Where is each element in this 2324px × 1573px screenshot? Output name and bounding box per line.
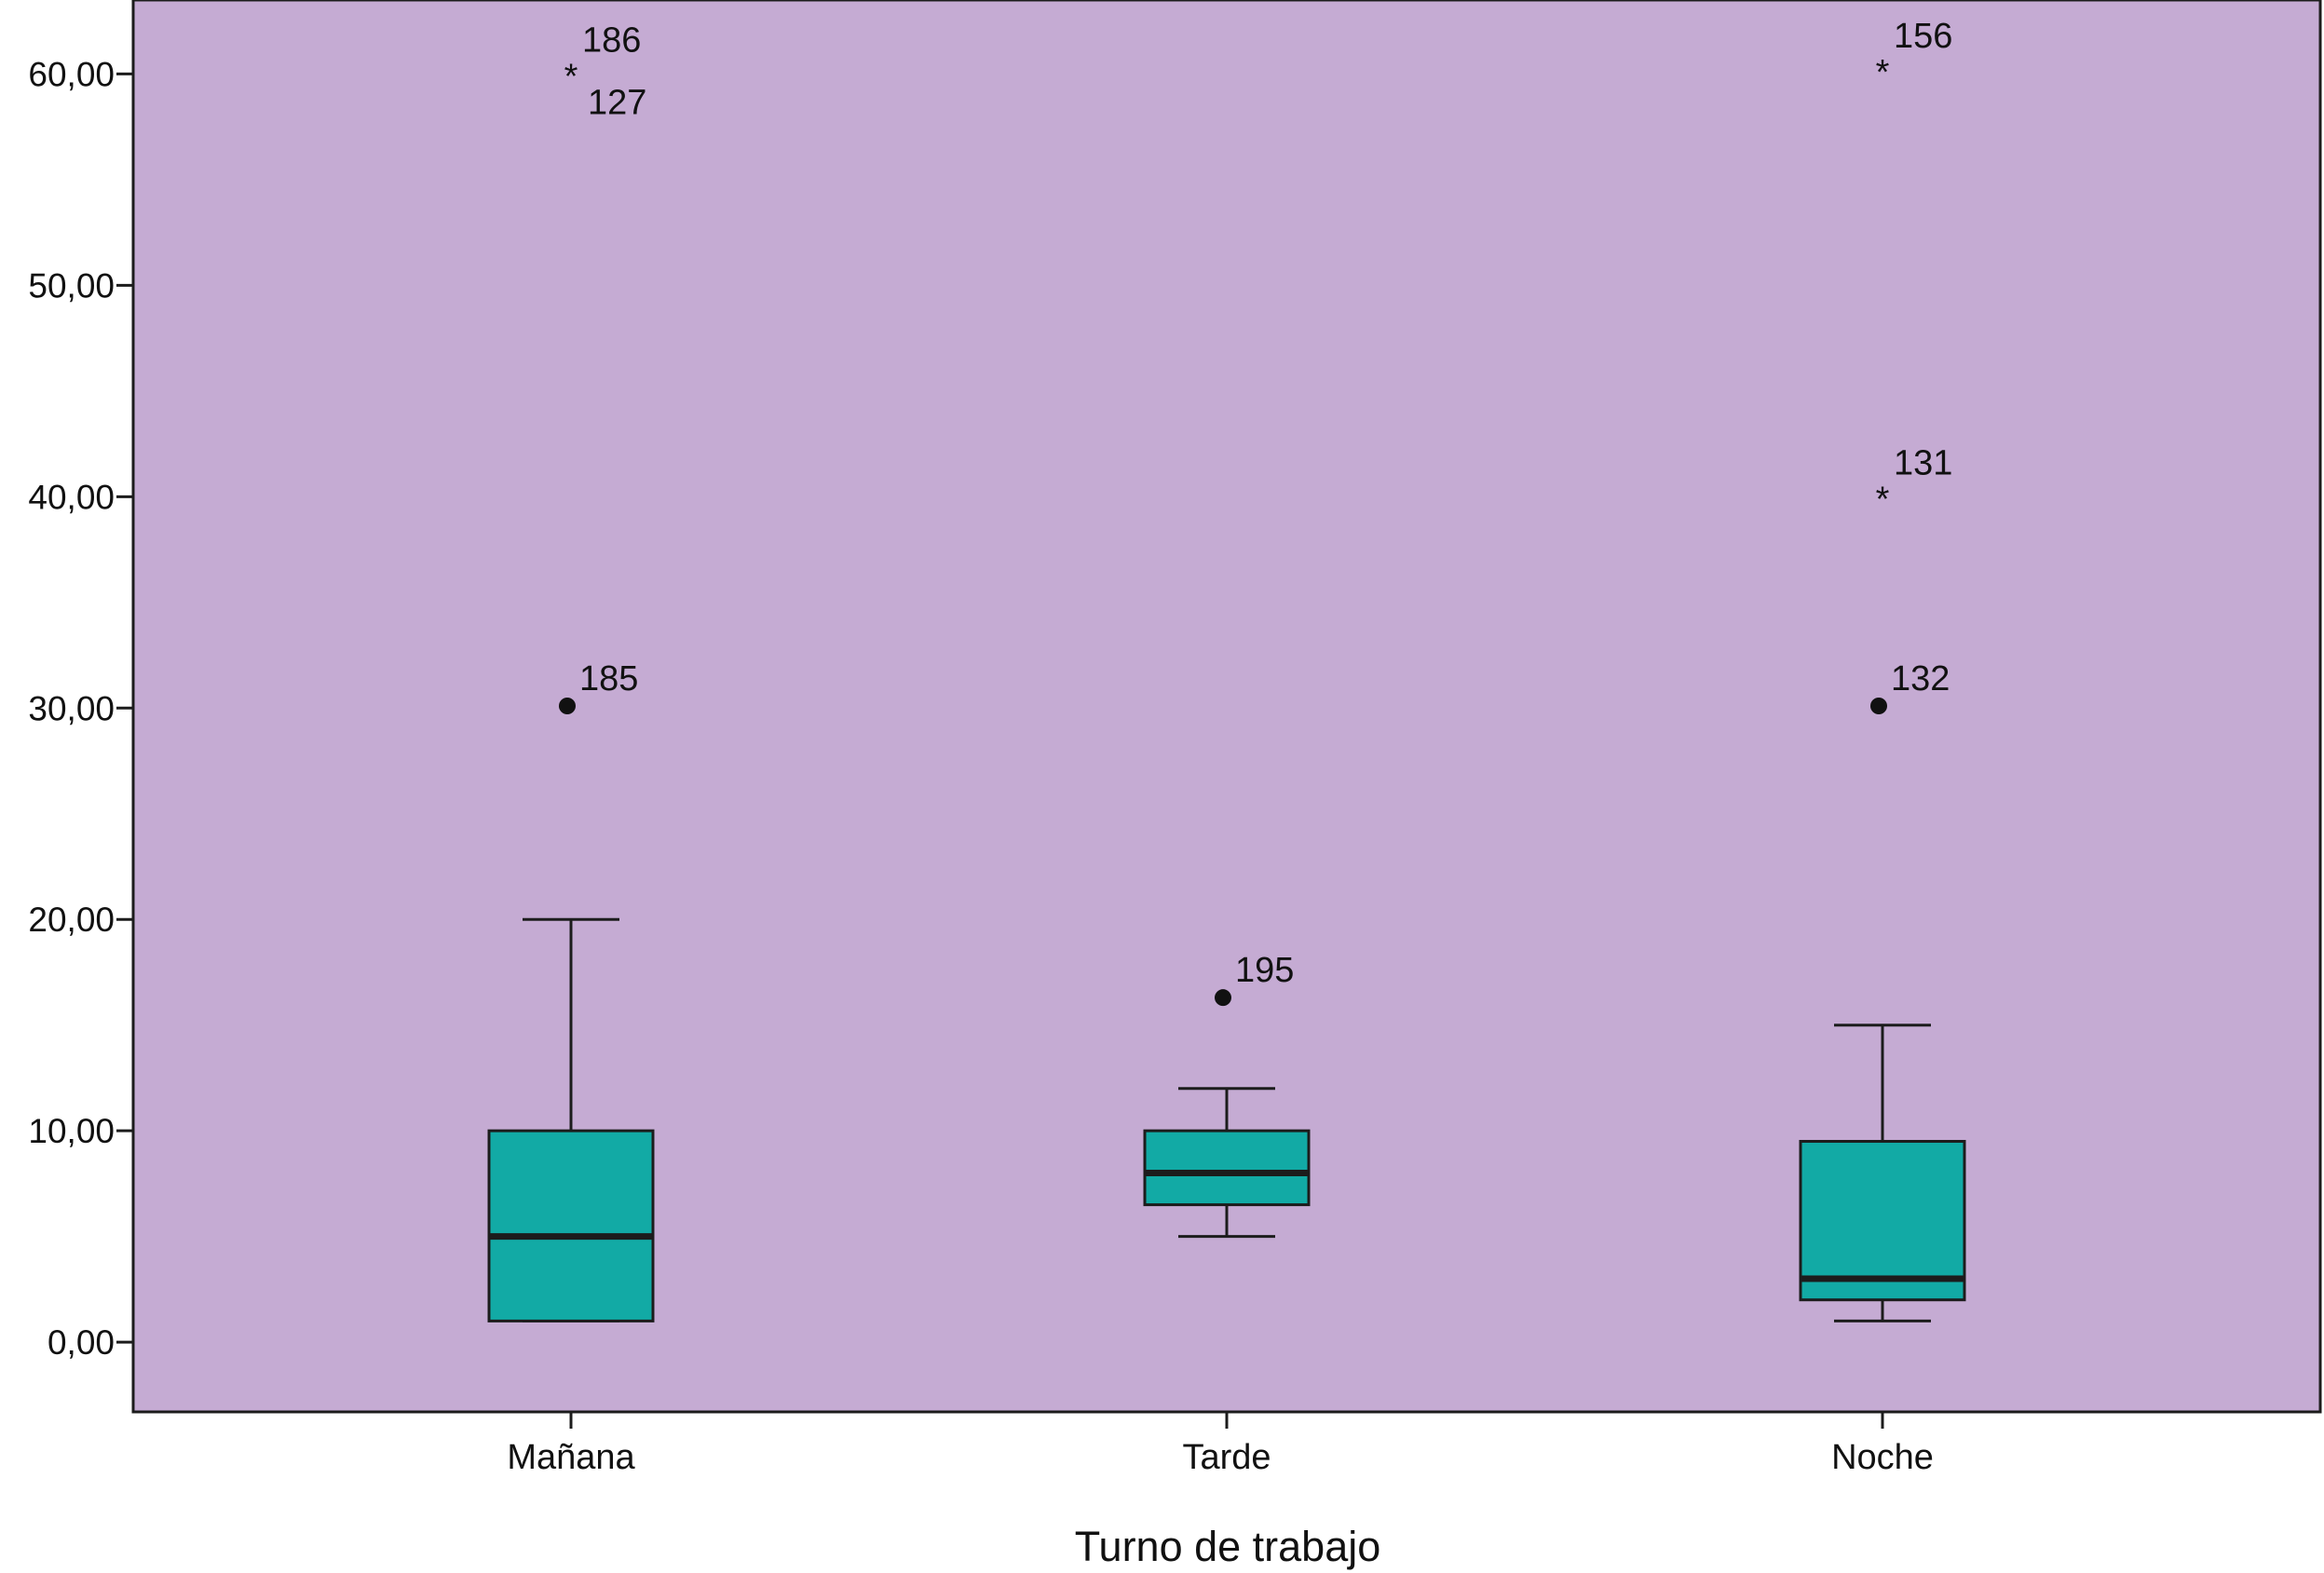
outlier-star: * [1876,53,1890,92]
x-tick-label: Mañana [507,1438,635,1477]
box [1799,1140,1966,1302]
outlier-point [1870,698,1887,714]
outlier-label: 127 [588,84,646,123]
y-tick-label: 10,00 [28,1112,115,1150]
outlier-label: 156 [1894,17,1952,56]
outlier-label: 195 [1235,951,1294,990]
outlier-point [559,698,576,714]
outlier-label: 185 [579,659,638,698]
boxes [487,917,1966,1322]
outlier-label: 132 [1891,659,1950,698]
box-group [1799,1024,1966,1322]
y-tick-label: 0,00 [48,1323,115,1362]
y-axis: 0,00 10,00 20,00 30,00 40,00 50,00 60,00 [28,55,133,1362]
outlier-label: 186 [582,21,641,61]
box-group [1143,1087,1311,1239]
x-axis: Mañana Tarde Noche [507,1412,1934,1477]
outlier-star: * [1876,481,1890,520]
x-axis-title: Turno de trabajo [1075,1523,1381,1570]
y-tick-label: 50,00 [28,266,115,305]
box [487,1129,655,1322]
box [1143,1129,1311,1207]
box-group [487,917,655,1322]
outlier-label: 131 [1894,444,1952,483]
x-tick-label: Tarde [1182,1438,1271,1477]
outlier-star: * [564,58,578,97]
y-tick-label: 60,00 [28,55,115,93]
y-tick-label: 20,00 [28,901,115,939]
x-tick-label: Noche [1831,1438,1934,1477]
y-tick-label: 30,00 [28,689,115,727]
y-tick-label: 40,00 [28,478,115,516]
outlier-point [1215,989,1231,1007]
